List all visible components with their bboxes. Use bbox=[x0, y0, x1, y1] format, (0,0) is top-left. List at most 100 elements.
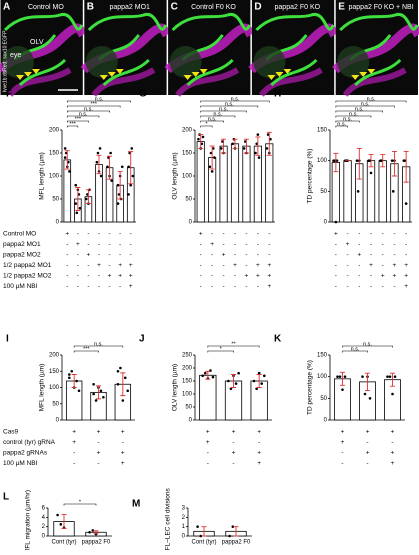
y-tick-label: 6 bbox=[42, 506, 46, 512]
significance-label: n.s. bbox=[367, 97, 376, 103]
y-axis-label: MFL–LEC cell divisions bbox=[165, 487, 172, 550]
condition-mark: + bbox=[232, 450, 236, 457]
bar bbox=[196, 141, 205, 223]
condition-mark: + bbox=[404, 262, 408, 269]
y-tick-label: 150 bbox=[317, 128, 328, 134]
y-tick-label: 0 bbox=[324, 418, 328, 424]
data-point bbox=[203, 371, 207, 375]
data-point bbox=[386, 375, 389, 378]
condition-mark: - bbox=[211, 252, 213, 259]
data-point bbox=[98, 147, 102, 150]
data-point bbox=[234, 382, 238, 385]
condition-mark: - bbox=[200, 273, 202, 280]
condition-mark: - bbox=[393, 283, 395, 290]
data-point bbox=[391, 190, 395, 193]
data-point bbox=[201, 135, 205, 139]
data-point bbox=[63, 156, 67, 159]
data-point bbox=[116, 369, 120, 373]
condition-mark: - bbox=[341, 450, 343, 457]
condition-mark: - bbox=[257, 252, 259, 259]
condition-mark: - bbox=[87, 273, 89, 280]
data-point bbox=[369, 171, 373, 175]
condition-mark: + bbox=[129, 262, 133, 269]
data-point bbox=[256, 133, 260, 136]
condition-mark: + bbox=[341, 429, 345, 436]
y-tick-label: 150 bbox=[182, 379, 193, 385]
data-point bbox=[338, 375, 342, 378]
x-tick-label: Cont (tyr) bbox=[191, 540, 216, 546]
condition-mark: + bbox=[267, 283, 271, 290]
data-point bbox=[252, 379, 256, 383]
data-point bbox=[75, 379, 78, 383]
condition-mark: + bbox=[76, 241, 80, 248]
data-point bbox=[201, 374, 204, 378]
error-bar bbox=[221, 138, 227, 154]
data-point bbox=[74, 202, 78, 205]
condition-mark: - bbox=[211, 283, 213, 290]
image-panel: C Control F0 KO bbox=[164, 0, 255, 97]
condition-mark: - bbox=[268, 252, 270, 259]
error-bar bbox=[198, 134, 204, 149]
condition-mark: - bbox=[98, 273, 100, 280]
olv-label: OLV bbox=[30, 39, 44, 46]
data-point bbox=[404, 202, 408, 205]
condition-mark: - bbox=[346, 273, 348, 280]
bar bbox=[199, 374, 217, 421]
condition-mark: + bbox=[257, 429, 261, 436]
condition-mark: - bbox=[87, 231, 89, 238]
eye bbox=[2, 46, 34, 78]
data-point bbox=[127, 193, 130, 196]
data-point bbox=[260, 382, 264, 385]
condition-mark: - bbox=[122, 439, 124, 446]
condition-mark: - bbox=[393, 252, 395, 259]
condition-mark: - bbox=[358, 273, 360, 280]
y-tick-label: 1 bbox=[182, 524, 186, 530]
condition-mark: - bbox=[358, 283, 360, 290]
condition-mark: + bbox=[97, 429, 101, 436]
error-bar bbox=[75, 187, 81, 211]
condition-mark: - bbox=[207, 460, 209, 467]
data-point bbox=[368, 159, 372, 162]
y-tick-label: 0 bbox=[42, 534, 46, 540]
condition-mark: + bbox=[393, 273, 397, 280]
error-bar bbox=[96, 154, 102, 175]
condition-mark: - bbox=[77, 231, 79, 238]
condition-mark: - bbox=[258, 439, 260, 446]
y-tick-label: 0 bbox=[56, 418, 60, 424]
significance-label: * bbox=[205, 122, 208, 128]
data-point bbox=[237, 371, 240, 375]
condition-mark: - bbox=[200, 283, 202, 290]
condition-mark: - bbox=[358, 241, 360, 248]
condition-mark: - bbox=[346, 262, 348, 269]
condition-mark: - bbox=[382, 241, 384, 248]
y-tick-label: 100 bbox=[317, 374, 328, 380]
condition-mark: - bbox=[370, 273, 372, 280]
condition-mark: + bbox=[341, 439, 345, 446]
condition-mark: - bbox=[335, 283, 337, 290]
x-tick-label: pappa2 F0 bbox=[222, 540, 251, 546]
data-point bbox=[229, 387, 233, 391]
condition-mark: - bbox=[87, 241, 89, 248]
data-point bbox=[70, 369, 74, 373]
condition-mark: + bbox=[210, 241, 214, 248]
significance-label: n.s. bbox=[95, 97, 104, 103]
significance-bracket bbox=[335, 110, 384, 113]
data-point bbox=[68, 376, 71, 380]
data-point bbox=[242, 147, 246, 150]
y-tick-label: 0 bbox=[189, 418, 193, 424]
significance-label: *** bbox=[83, 347, 90, 353]
significance-bracket bbox=[66, 120, 89, 123]
condition-mark: - bbox=[382, 252, 384, 259]
data-point bbox=[355, 159, 359, 162]
arrowhead bbox=[16, 75, 24, 80]
significance-label: n.s. bbox=[343, 117, 352, 123]
significance-bracket bbox=[66, 110, 110, 113]
condition-mark: - bbox=[108, 231, 110, 238]
panel-letter: M bbox=[132, 499, 140, 510]
arrowhead bbox=[115, 69, 124, 74]
error-bar bbox=[96, 385, 101, 400]
y-tick-label: 50 bbox=[52, 401, 59, 407]
data-point bbox=[231, 142, 235, 146]
significance-label: * bbox=[220, 347, 223, 353]
